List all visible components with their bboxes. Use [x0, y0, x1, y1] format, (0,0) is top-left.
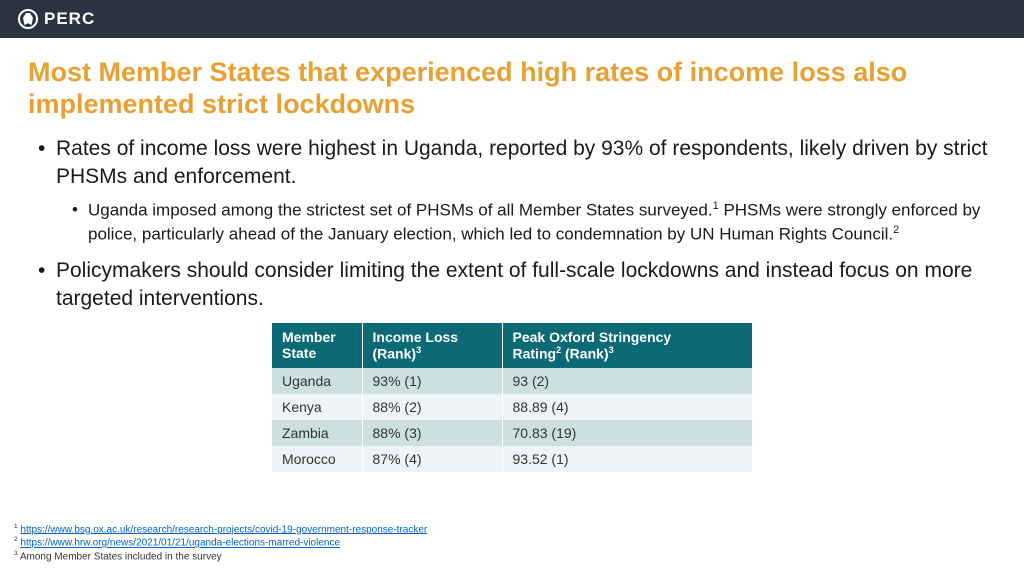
- cell-strg: 88.89 (4): [502, 394, 752, 420]
- cell-loss: 88% (3): [362, 420, 502, 446]
- bullet-2: Policymakers should consider limiting th…: [56, 257, 996, 314]
- cell-strg: 70.83 (19): [502, 420, 752, 446]
- col-header-state: Member State: [272, 323, 362, 368]
- cell-loss: 87% (4): [362, 446, 502, 472]
- cell-strg: 93 (2): [502, 368, 752, 394]
- table-row: Uganda 93% (1) 93 (2): [272, 368, 752, 394]
- bullet-1: Rates of income loss were highest in Uga…: [56, 135, 996, 247]
- sub-bullet-1-pre: Uganda imposed among the strictest set o…: [88, 201, 713, 220]
- africa-globe-icon: [18, 9, 38, 29]
- footnote-3: 3 Among Member States included in the su…: [14, 550, 427, 564]
- slide-content: Most Member States that experienced high…: [0, 38, 1024, 472]
- cell-strg: 93.52 (1): [502, 446, 752, 472]
- footnote-3-text: Among Member States included in the surv…: [20, 552, 222, 563]
- col-header-stringency: Peak Oxford Stringency Rating2 (Rank)3: [502, 323, 752, 368]
- main-bullets: Rates of income loss were highest in Uga…: [28, 135, 996, 314]
- slide-title: Most Member States that experienced high…: [28, 56, 996, 121]
- table-container: Member State Income Loss (Rank)3 Peak Ox…: [28, 323, 996, 472]
- table-row: Kenya 88% (2) 88.89 (4): [272, 394, 752, 420]
- sub-bullets: Uganda imposed among the strictest set o…: [56, 199, 996, 246]
- cell-loss: 93% (1): [362, 368, 502, 394]
- footnotes: 1 https://www.bsg.ox.ac.uk/research/rese…: [14, 523, 427, 564]
- footnote-2: 2 https://www.hrw.org/news/2021/01/21/ug…: [14, 536, 427, 550]
- brand-text: PERC: [44, 9, 95, 29]
- sub-bullet-1: Uganda imposed among the strictest set o…: [88, 199, 996, 246]
- cell-state: Kenya: [272, 394, 362, 420]
- bullet-1-text: Rates of income loss were highest in Uga…: [56, 137, 987, 188]
- income-loss-table: Member State Income Loss (Rank)3 Peak Ox…: [272, 323, 752, 472]
- cell-state: Zambia: [272, 420, 362, 446]
- table-header-row: Member State Income Loss (Rank)3 Peak Ox…: [272, 323, 752, 368]
- footnote-1: 1 https://www.bsg.ox.ac.uk/research/rese…: [14, 523, 427, 537]
- cell-loss: 88% (2): [362, 394, 502, 420]
- cell-state: Uganda: [272, 368, 362, 394]
- table-row: Morocco 87% (4) 93.52 (1): [272, 446, 752, 472]
- bullet-2-text: Policymakers should consider limiting th…: [56, 259, 972, 310]
- cell-state: Morocco: [272, 446, 362, 472]
- footnote-ref-2: 2: [893, 224, 899, 236]
- table-row: Zambia 88% (3) 70.83 (19): [272, 420, 752, 446]
- footnote-1-link[interactable]: https://www.bsg.ox.ac.uk/research/resear…: [20, 524, 427, 535]
- table-body: Uganda 93% (1) 93 (2) Kenya 88% (2) 88.8…: [272, 368, 752, 472]
- footnote-2-link[interactable]: https://www.hrw.org/news/2021/01/21/ugan…: [20, 538, 340, 549]
- brand-header: PERC: [0, 0, 1024, 38]
- col-header-loss: Income Loss (Rank)3: [362, 323, 502, 368]
